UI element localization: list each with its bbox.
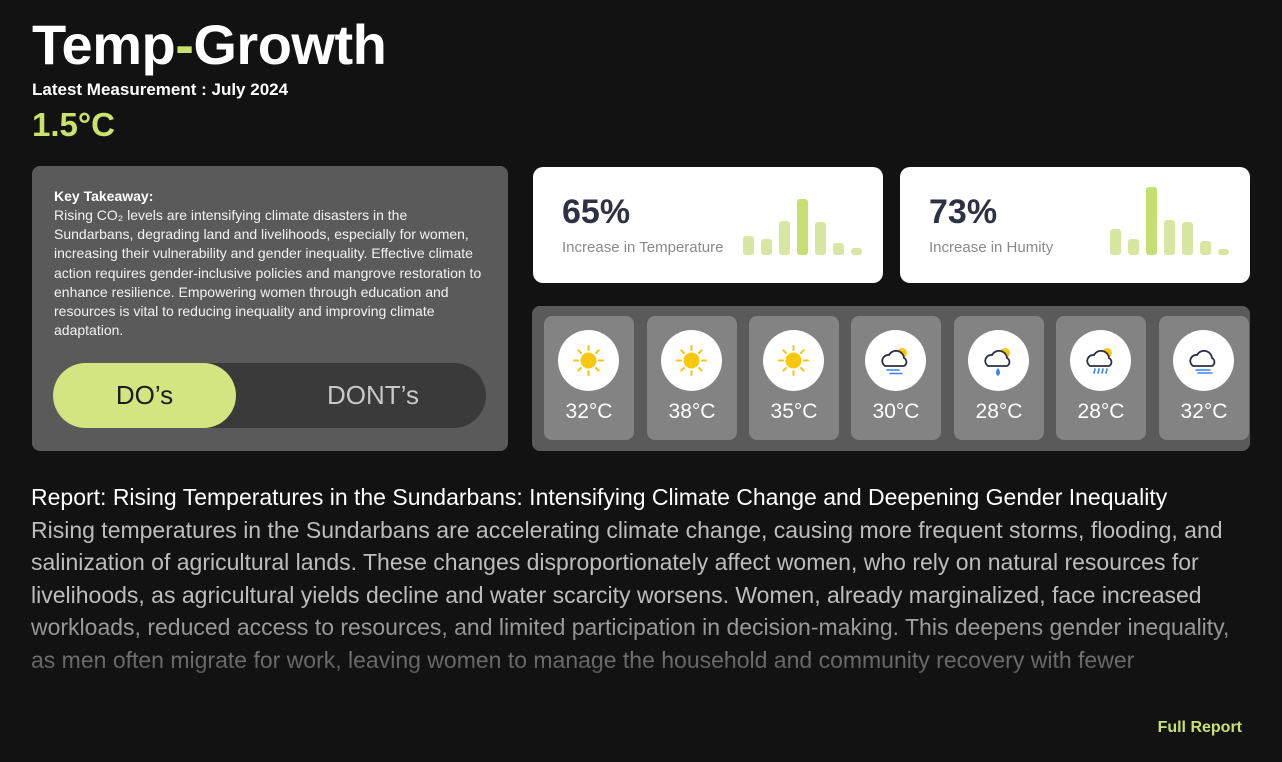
forecast-temp: 32°C <box>565 400 613 423</box>
forecast-temp: 38°C <box>668 400 716 423</box>
mini-bar <box>1146 187 1157 255</box>
forecast-temp: 35°C <box>770 400 818 423</box>
report-body-container: Rising temperatures in the Sundarbans ar… <box>31 514 1246 682</box>
key-takeaway-card: Key Takeaway: Rising CO₂ levels are inte… <box>32 166 508 451</box>
cloud-sun-drop-icon <box>968 330 1029 391</box>
do-dont-toggle[interactable]: DO’s DONT’s <box>53 363 486 428</box>
humidity-mini-bars <box>1110 167 1235 283</box>
mini-bar <box>1182 222 1193 255</box>
report-title: Report: Rising Temperatures in the Sunda… <box>31 484 1168 510</box>
mini-bar <box>779 221 790 255</box>
mini-bar <box>743 236 754 255</box>
key-takeaway-heading: Key Takeaway: <box>54 188 154 204</box>
mini-bar <box>851 248 862 255</box>
humidity-stat-card: 73% Increase in Humity <box>900 167 1250 283</box>
forecast-day-card[interactable]: 32°C <box>1159 316 1249 440</box>
cloud-wind-icon <box>1173 330 1234 391</box>
forecast-day-card[interactable]: 32°C <box>544 316 634 440</box>
report-section: Report: Rising Temperatures in the Sunda… <box>31 481 1246 682</box>
cloud-sun-rain-icon <box>1070 330 1131 391</box>
sun-icon <box>661 330 722 391</box>
humidity-increase-label: Increase in Humity <box>929 239 1054 256</box>
forecast-day-card[interactable]: 28°C <box>1056 316 1146 440</box>
temperature-increase-label: Increase in Temperature <box>562 239 724 256</box>
sun-icon <box>558 330 619 391</box>
weekly-forecast-panel: 32°C 38°C 35°C 30°C 28°C 28°C 32°C <box>532 306 1250 451</box>
latest-measurement-label: Latest Measurement : July 2024 <box>32 80 289 99</box>
full-report-link[interactable]: Full Report <box>1157 719 1242 736</box>
mini-bar <box>797 199 808 255</box>
cloud-sun-wind-icon <box>865 330 926 391</box>
mini-bar <box>815 222 826 255</box>
forecast-day-card[interactable]: 28°C <box>954 316 1044 440</box>
report-body: Rising temperatures in the Sundarbans ar… <box>31 516 1230 682</box>
temperature-stat-card: 65% Increase in Temperature <box>533 167 883 283</box>
sun-icon <box>763 330 824 391</box>
forecast-day-card[interactable]: 38°C <box>647 316 737 440</box>
humidity-increase-value: 73% <box>929 193 998 231</box>
mini-bar <box>1128 239 1139 255</box>
donts-toggle-option[interactable]: DONT’s <box>327 380 419 410</box>
mini-bar <box>1218 249 1229 255</box>
forecast-temp: 28°C <box>975 400 1023 423</box>
forecast-day-card[interactable]: 30°C <box>851 316 941 440</box>
forecast-day-card[interactable]: 35°C <box>749 316 839 440</box>
latest-measurement-value: 1.5°C <box>32 106 115 143</box>
app-title: Temp-Growth <box>32 13 387 76</box>
dos-toggle-option[interactable]: DO’s <box>53 363 236 428</box>
forecast-temp: 32°C <box>1180 400 1228 423</box>
mini-bar <box>833 243 844 255</box>
forecast-temp: 28°C <box>1077 400 1125 423</box>
temperature-mini-bars <box>743 167 868 283</box>
title-part-growth: Growth <box>193 13 387 76</box>
title-part-temp: Temp <box>32 13 176 76</box>
header: Temp-Growth Latest Measurement : July 20… <box>32 13 387 144</box>
mini-bar <box>1110 229 1121 255</box>
mini-bar <box>761 239 772 255</box>
temperature-increase-value: 65% <box>562 193 631 231</box>
key-takeaway-text: Rising CO₂ levels are intensifying clima… <box>54 207 482 339</box>
forecast-temp: 30°C <box>872 400 920 423</box>
mini-bar <box>1200 241 1211 255</box>
mini-bar <box>1164 220 1175 255</box>
title-dash: - <box>175 13 194 76</box>
